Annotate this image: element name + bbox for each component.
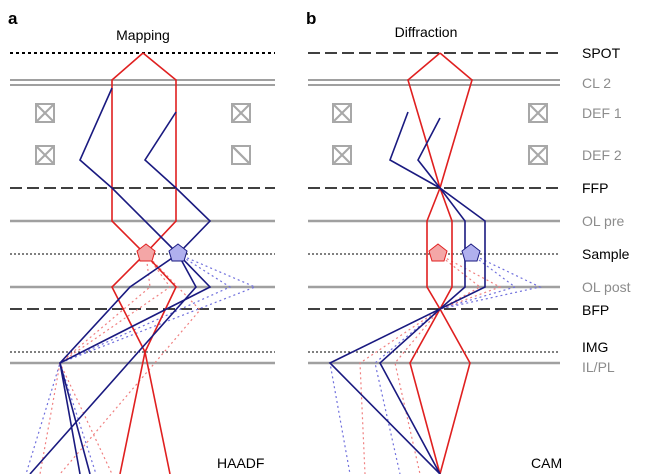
red-beam-a (111, 52, 177, 474)
crossed-box-icon (231, 145, 251, 165)
panel-a: a Mapping (8, 9, 275, 474)
label-bfp: BFP (582, 302, 609, 318)
panel-a-letter: a (8, 9, 18, 28)
pentagon-icon (136, 243, 156, 262)
panel-b-title: Diffraction (395, 24, 458, 40)
label-img: IMG (582, 339, 608, 355)
red-beam-b (407, 52, 473, 474)
label-il-pl: IL/PL (582, 359, 615, 375)
crossed-box-icon (528, 145, 548, 165)
label-sample: Sample (582, 246, 630, 262)
pentagon-icon (168, 243, 188, 262)
crossed-box-icon (35, 103, 55, 123)
crossed-box-icon (231, 103, 251, 123)
panel-b-detector: CAM (531, 455, 562, 471)
crossed-box-icon (528, 103, 548, 123)
label-ol-post: OL post (582, 279, 631, 295)
label-ol-pre: OL pre (582, 213, 624, 229)
panel-a-title: Mapping (116, 27, 170, 43)
label-def2: DEF 2 (582, 147, 622, 163)
scattered-rays-b (329, 253, 542, 474)
label-cl2: CL 2 (582, 75, 611, 91)
pentagon-icon (428, 243, 448, 262)
label-ffp: FFP (582, 180, 608, 196)
panel-b-letter: b (306, 9, 316, 28)
scattered-rays-a (25, 253, 257, 474)
blue-beam-b (328, 111, 486, 474)
panel-a-detector: HAADF (217, 455, 264, 471)
blue-beam-a (29, 87, 212, 474)
crossed-box-icon (35, 145, 55, 165)
label-spot: SPOT (582, 45, 621, 61)
crossed-box-icon (332, 103, 352, 123)
label-def1: DEF 1 (582, 105, 622, 121)
panel-b: b Diffraction (306, 9, 562, 474)
plane-labels: SPOT CL 2 DEF 1 DEF 2 FFP OL pre Sample … (582, 45, 631, 375)
pentagon-icon (461, 243, 481, 262)
crossed-box-icon (332, 145, 352, 165)
